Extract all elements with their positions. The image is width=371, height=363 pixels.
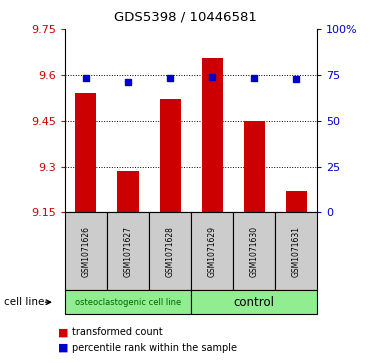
Text: cell line: cell line (4, 297, 44, 307)
Bar (75, 93, 96, 212)
Text: GSM1071627: GSM1071627 (124, 226, 132, 277)
Text: GSM1071630: GSM1071630 (250, 226, 259, 277)
Bar (118, 171, 138, 212)
Text: ■: ■ (58, 327, 68, 337)
Bar (286, 191, 307, 212)
Text: GSM1071629: GSM1071629 (208, 226, 217, 277)
Bar (201, 58, 223, 212)
Text: percentile rank within the sample: percentile rank within the sample (72, 343, 237, 353)
Bar (160, 99, 181, 212)
Bar (244, 121, 265, 212)
Text: ■: ■ (58, 343, 68, 353)
Text: GSM1071626: GSM1071626 (82, 226, 91, 277)
Text: transformed count: transformed count (72, 327, 163, 337)
Text: control: control (234, 296, 275, 309)
Text: GSM1071631: GSM1071631 (292, 226, 301, 277)
Text: GDS5398 / 10446581: GDS5398 / 10446581 (114, 11, 257, 24)
Text: osteoclastogenic cell line: osteoclastogenic cell line (75, 298, 181, 307)
Text: GSM1071628: GSM1071628 (165, 226, 174, 277)
